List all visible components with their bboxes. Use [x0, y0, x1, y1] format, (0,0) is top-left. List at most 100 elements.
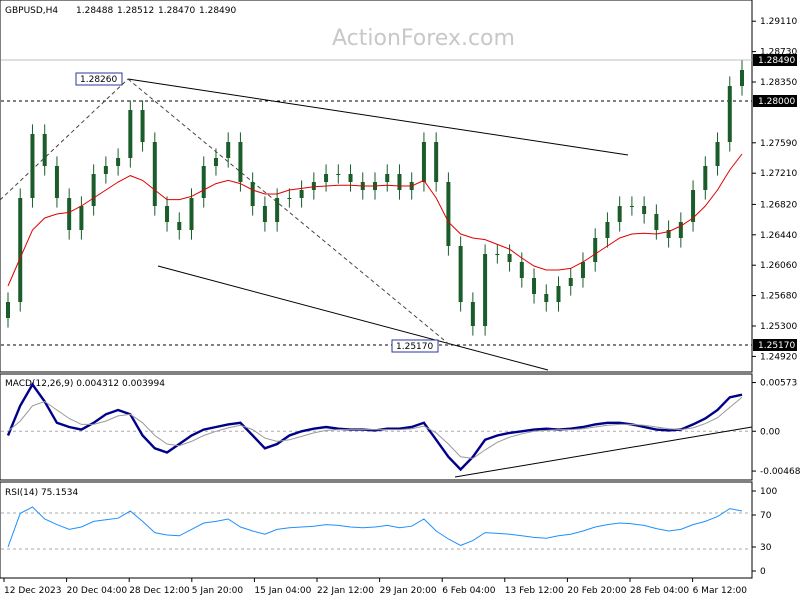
candle-body: [213, 158, 218, 166]
candle-body: [483, 254, 488, 326]
price-y-tick-label: 1.24920: [760, 352, 797, 362]
macd-y-tick-label: -0.004685: [760, 467, 800, 477]
candle-body: [30, 134, 35, 198]
candle-body: [226, 142, 231, 158]
candle-body: [189, 198, 194, 230]
candle-body: [605, 222, 610, 238]
candle-body: [556, 286, 561, 302]
candle-body: [42, 134, 47, 166]
resistance-tag: 1.28000: [758, 97, 795, 107]
candle-body: [495, 254, 500, 255]
candle-body: [348, 174, 353, 182]
candle-body: [458, 246, 463, 302]
candle-body: [287, 198, 292, 199]
candle-body: [67, 198, 72, 230]
candle-body: [79, 206, 84, 230]
candle-body: [617, 206, 622, 222]
candle-body: [177, 222, 182, 230]
price-y-tick-label: 1.27210: [760, 169, 797, 179]
candle-body: [116, 158, 121, 166]
candle-body: [152, 142, 157, 206]
resistance-tag-bg: [753, 95, 797, 107]
macd-line: [6, 382, 743, 472]
candle-body: [324, 174, 329, 182]
dashed-trend-line: [0, 78, 129, 201]
x-tick-label: 12 Dec 2023: [4, 586, 62, 596]
upper-channel-line: [127, 78, 629, 156]
candle-body: [519, 262, 524, 278]
rsi-y-tick-label: 30: [760, 543, 772, 553]
x-tick-label: 13 Feb 12:00: [505, 586, 564, 596]
candle-body: [336, 174, 341, 175]
candle-body: [54, 166, 59, 198]
macd-y-axis: 0.00573 0.00 -0.004685: [1, 379, 800, 477]
price-y-tick-label: 1.28350: [760, 78, 797, 88]
price-y-tick-label: 1.26060: [760, 261, 797, 271]
candle-body: [165, 206, 170, 222]
candle-body: [397, 174, 402, 190]
macd-signal-line: [7, 396, 743, 459]
low-value: 1.28470: [158, 6, 195, 16]
candle-body: [103, 166, 108, 174]
macd-y-tick-label: 0.00573: [760, 379, 797, 389]
candle-body: [201, 166, 206, 198]
candle-body: [6, 302, 10, 318]
candle-body: [568, 278, 573, 286]
open-value: 1.28488: [76, 6, 113, 16]
candle-body: [128, 110, 133, 158]
watermark: ActionForex.com: [332, 26, 515, 51]
candle-body: [507, 254, 512, 262]
symbol-label: GBPUSD,H4: [5, 6, 58, 16]
support-tag-bg: [753, 339, 797, 351]
rsi-y-tick-label: 70: [760, 511, 772, 521]
candle-body: [532, 278, 537, 294]
candle-body: [434, 142, 439, 182]
rsi-y-axis: 100 70 30 0: [752, 487, 777, 577]
x-tick-label: 6 Feb 04:00: [442, 586, 496, 596]
current-price-tag-bg: [753, 54, 797, 66]
high-value: 1.28512: [117, 6, 154, 16]
candle-body: [654, 214, 659, 230]
candle-body: [311, 182, 316, 190]
x-tick-label: 20 Feb 20:00: [567, 586, 626, 596]
macd-trend-line: [454, 426, 753, 478]
macd-y-tick-label: 0.00: [760, 427, 780, 437]
candle-body: [385, 174, 390, 182]
candle-body: [666, 230, 671, 238]
candle-body: [446, 182, 451, 246]
price-y-tick-label: 1.26820: [760, 200, 797, 210]
price-y-tick-label: 1.25680: [760, 292, 797, 302]
candle-body: [727, 86, 732, 142]
price-y-axis: 1.29110 1.28730 1.28350 1.27590 1.27210 1.268…: [752, 17, 797, 362]
high-annotation-box: [75, 72, 123, 86]
x-tick-label: 15 Jan 04:00: [254, 586, 311, 596]
candle-body: [715, 142, 720, 166]
candle-body: [91, 174, 96, 206]
price-header: GBPUSD,H4 1.28488 1.28512 1.28470 1.2849…: [5, 6, 236, 16]
current-price-tag: 1.28490: [758, 56, 795, 66]
x-tick-label: 22 Jan 12:00: [317, 586, 374, 596]
rsi-y-tick-label: 0: [760, 567, 766, 577]
candle-body: [238, 142, 243, 182]
rsi-line: [7, 506, 743, 548]
candle-body: [678, 222, 683, 238]
price-candles: [6, 60, 744, 336]
rsi-label: RSI(14) 75.1534: [5, 488, 78, 498]
price-y-tick-label: 1.26440: [760, 231, 797, 241]
time-axis: 12 Dec 2023 20 Dec 04:00 28 Dec 12:00 5 Jan…: [3, 578, 747, 596]
low-annotation: 1.25170: [396, 342, 433, 352]
price-y-tick-label: 1.28730: [760, 48, 797, 58]
support-tag: 1.25170: [758, 341, 795, 351]
x-tick-label: 20 Dec 04:00: [67, 586, 128, 596]
candle-body: [470, 302, 475, 326]
candle-body: [544, 294, 549, 302]
rsi-panel: [0, 481, 753, 579]
candle-body: [250, 182, 255, 206]
price-y-tick-label: 1.29110: [760, 17, 797, 27]
candle-body: [629, 206, 634, 207]
candle-body: [740, 70, 744, 86]
price-y-tick-label: 1.27590: [760, 139, 797, 149]
lower-channel-line: [157, 265, 549, 371]
price-panel: [0, 0, 753, 373]
